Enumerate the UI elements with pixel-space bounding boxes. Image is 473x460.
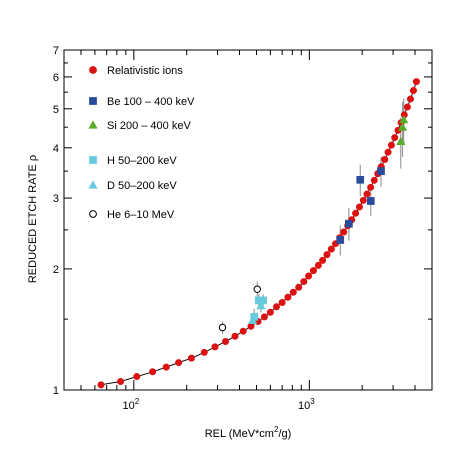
point-relativistic-ions: [162, 363, 170, 371]
y-tick-label: 5: [53, 104, 59, 116]
point-relativistic-ions: [300, 278, 308, 286]
point-be-100-400-kev: [356, 175, 365, 184]
legend-marker-d-50-200-kev: [88, 180, 98, 189]
point-si-200-400-kev: [397, 122, 408, 131]
legend-marker-h-50-200-kev: [89, 156, 97, 164]
point-relativistic-ions: [284, 293, 292, 301]
point-relativistic-ions: [117, 377, 125, 385]
point-he-6-10-mev: [218, 323, 227, 332]
y-tick-label: 1: [53, 385, 59, 397]
legend-marker-be-100-400-kev: [89, 97, 97, 105]
point-relativistic-ions: [211, 343, 219, 351]
x-tick-labels: 102 103: [122, 397, 315, 412]
fit-curve: [100, 81, 417, 386]
point-relativistic-ions: [384, 148, 392, 156]
point-relativistic-ions: [412, 78, 420, 86]
point-be-100-400-kev: [336, 236, 345, 244]
point-relativistic-ions: [187, 354, 195, 362]
point-relativistic-ions: [323, 251, 331, 259]
legend-marker-relativistic-ions: [89, 66, 97, 74]
point-relativistic-ions: [391, 134, 399, 142]
point-relativistic-ions: [295, 283, 303, 291]
legend: Relativistic ions Be 100 – 400 keV Si 200 …: [88, 65, 195, 221]
series-line-relativistic-ions: [100, 81, 417, 386]
point-relativistic-ions: [266, 308, 274, 316]
legend-marker-he-6-10-mev: [89, 210, 97, 218]
plot-frame: [63, 49, 433, 391]
point-relativistic-ions: [247, 322, 255, 330]
point-relativistic-ions: [327, 245, 335, 253]
point-relativistic-ions: [352, 209, 360, 217]
legend-label-d-50-200-kev: D 50–200 keV: [107, 180, 177, 192]
point-d-50-200-kev: [256, 300, 266, 310]
point-be-100-400-kev: [366, 197, 375, 205]
point-relativistic-ions: [149, 368, 157, 376]
point-relativistic-ions: [305, 272, 313, 280]
point-d-50-200-kev: [247, 315, 258, 324]
point-relativistic-ions: [359, 196, 367, 204]
point-relativistic-ions: [367, 183, 375, 191]
point-si-200-400-kev: [399, 114, 409, 124]
point-relativistic-ions: [239, 327, 247, 335]
point-relativistic-ions: [200, 348, 208, 356]
legend-marker-si-200-400-kev: [88, 120, 98, 129]
point-relativistic-ions: [97, 381, 105, 389]
axis-ticks: [63, 49, 433, 391]
x-tick-label: 103: [298, 397, 315, 412]
point-relativistic-ions: [231, 332, 239, 340]
legend-label-si-200-400-kev: Si 200 – 400 keV: [107, 120, 191, 132]
point-relativistic-ions: [355, 203, 363, 211]
y-tick-label: 2: [53, 264, 59, 276]
point-relativistic-ions: [409, 87, 417, 95]
y-tick-labels: 1 2 3 4 5 6 7: [53, 45, 59, 397]
y-tick-label: 7: [53, 45, 59, 57]
x-axis-title: REL (MeV*cm2/g): [205, 425, 292, 440]
point-relativistic-ions: [406, 95, 414, 103]
point-relativistic-ions: [133, 373, 141, 381]
point-relativistic-ions: [175, 359, 183, 367]
legend-label-be-100-400-kev: Be 100 – 400 keV: [107, 96, 195, 108]
point-be-100-400-kev: [377, 167, 385, 175]
point-relativistic-ions: [273, 303, 281, 311]
x-tick-label: 102: [122, 397, 139, 412]
point-relativistic-ions: [278, 299, 286, 307]
point-relativistic-ions: [319, 256, 327, 264]
point-relativistic-ions: [381, 156, 389, 164]
point-relativistic-ions: [370, 176, 378, 184]
point-relativistic-ions: [387, 141, 395, 149]
data-points: [97, 78, 420, 389]
point-be-100-400-kev: [345, 219, 353, 228]
y-axis-title: REDUCED ETCH RATE ρ: [27, 155, 39, 283]
legend-label-relativistic-ions: Relativistic ions: [107, 65, 183, 77]
y-tick-label: 4: [53, 143, 59, 155]
point-relativistic-ions: [403, 103, 411, 111]
point-relativistic-ions: [314, 261, 322, 269]
point-relativistic-ions: [340, 228, 348, 236]
point-relativistic-ions: [260, 313, 268, 321]
legend-label-he-6-10-mev: He 6–10 MeV: [107, 209, 175, 221]
point-relativistic-ions: [222, 337, 230, 345]
point-h-50-200-kev: [259, 296, 267, 305]
point-relativistic-ions: [363, 190, 371, 198]
point-relativistic-ions: [289, 288, 297, 296]
y-tick-label: 6: [53, 72, 59, 84]
y-tick-label: 3: [53, 193, 59, 205]
point-he-6-10-mev: [253, 285, 261, 293]
point-relativistic-ions: [309, 267, 317, 275]
error-bars: [221, 98, 405, 334]
point-si-200-400-kev: [396, 136, 406, 145]
legend-label-h-50-200-kev: H 50–200 keV: [107, 155, 177, 167]
